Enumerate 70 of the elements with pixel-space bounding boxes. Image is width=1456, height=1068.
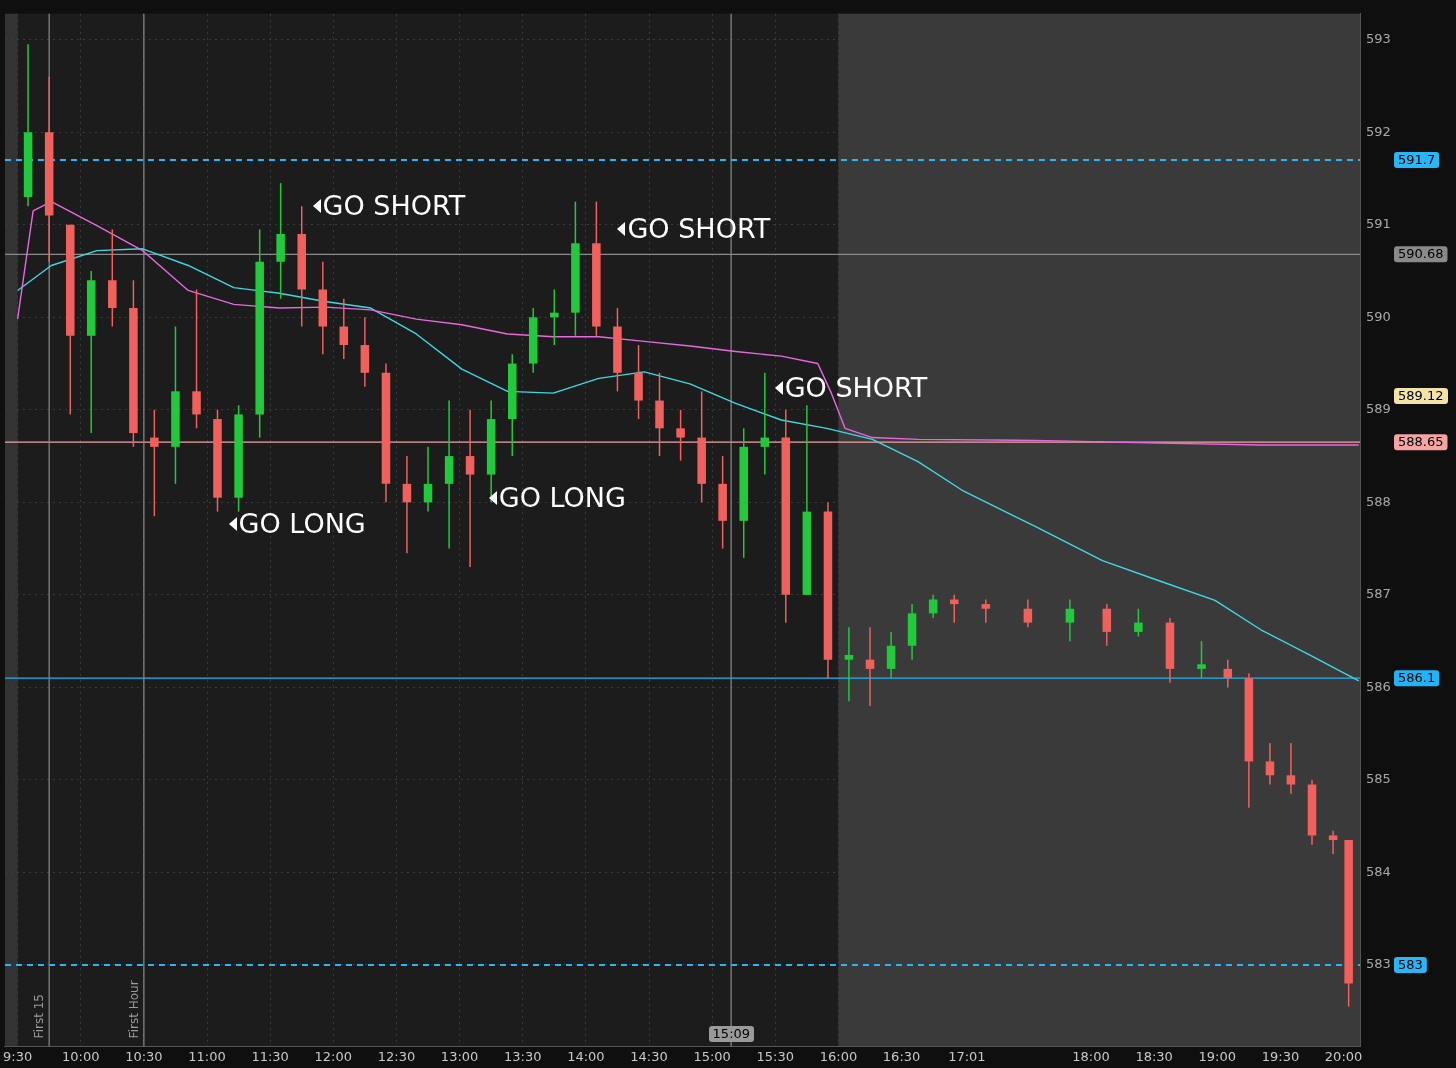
ref-line-label: 591.7	[1398, 151, 1436, 167]
x-tick-label: 13:30	[504, 1048, 542, 1064]
x-tick-label: 16:00	[819, 1048, 858, 1064]
x-tick-label: 15:30	[756, 1048, 795, 1064]
annotation: GO SHORT	[784, 371, 928, 403]
x-tick-label: 9:30	[2, 1048, 33, 1064]
y-tick-label: 592	[1366, 123, 1391, 139]
x-tick-label: 11:00	[188, 1048, 226, 1064]
candlestick	[676, 409, 685, 462]
candlestick	[150, 409, 159, 517]
annotation: GO SHORT	[627, 212, 771, 244]
y-tick-label: 586	[1366, 678, 1391, 694]
candlestick	[1328, 830, 1338, 855]
x-tick-label: 10:30	[125, 1048, 163, 1064]
annotation: GO SHORT	[322, 189, 466, 221]
x-tick-label: 19:00	[1198, 1048, 1237, 1064]
annotation: GO LONG	[238, 507, 366, 539]
candlestick	[1265, 742, 1275, 786]
annotation: 15:09	[708, 1026, 755, 1043]
candlestick	[339, 298, 349, 360]
ref-line-label: 590.68	[1398, 246, 1444, 262]
ref-line-label: 586.1	[1398, 670, 1436, 686]
candlestick	[423, 446, 433, 513]
y-tick-label: 590	[1366, 308, 1391, 324]
candlestick	[465, 409, 475, 568]
x-tick-label: 12:30	[377, 1048, 416, 1064]
ref-line-label: First 15	[32, 994, 47, 1039]
text: 589.12	[1394, 387, 1448, 404]
candlestick	[949, 594, 959, 624]
candlestick	[1023, 598, 1033, 628]
y-tick-label: 584	[1366, 863, 1391, 879]
x-tick-label: 18:00	[1072, 1048, 1110, 1064]
candlestick	[1134, 608, 1143, 638]
candlestick	[1223, 658, 1233, 689]
x-tick-label: 11:30	[251, 1048, 289, 1064]
x-tick-label: 19:30	[1261, 1048, 1300, 1064]
x-tick-label: 14:30	[630, 1048, 668, 1064]
y-tick-label: 593	[1366, 31, 1391, 47]
y-tick-label: 588	[1366, 493, 1391, 509]
candlestick	[865, 626, 875, 707]
candlestick	[886, 631, 896, 679]
x-tick-label: 20:00	[1324, 1048, 1363, 1064]
candlestick	[1197, 640, 1206, 679]
x-tick-label: 13:00	[440, 1048, 479, 1064]
x-tick-label: 16:30	[882, 1048, 921, 1064]
candlestick	[1065, 598, 1075, 642]
x-tick-label: 15:00	[693, 1048, 731, 1064]
candlestick	[402, 455, 412, 554]
ref-line-label: 588.65	[1398, 434, 1444, 450]
x-tick-label: 10:00	[62, 1048, 100, 1064]
candlestick	[844, 626, 854, 703]
y-tick-label: 589	[1366, 401, 1391, 417]
y-tick-label: 583	[1366, 956, 1391, 972]
candlestick	[550, 288, 559, 346]
annotation: GO LONG	[498, 482, 626, 514]
x-tick-label: 17:01	[948, 1048, 986, 1064]
ref-line-label: 583	[1398, 956, 1423, 972]
x-tick-label: 12:00	[314, 1048, 353, 1064]
ref-line-label: First Hour	[127, 980, 142, 1039]
y-tick-label: 591	[1366, 216, 1391, 232]
candlestick	[928, 594, 938, 619]
x-tick-label: 14:00	[567, 1048, 605, 1064]
candlestick	[760, 372, 770, 476]
y-tick-label: 585	[1366, 771, 1391, 787]
x-tick-label: 18:30	[1135, 1048, 1173, 1064]
candlestick	[1286, 742, 1296, 795]
candlestick	[1102, 603, 1112, 647]
candlestick	[981, 598, 991, 624]
y-tick-label: 587	[1366, 586, 1391, 602]
candlestick	[192, 288, 201, 430]
